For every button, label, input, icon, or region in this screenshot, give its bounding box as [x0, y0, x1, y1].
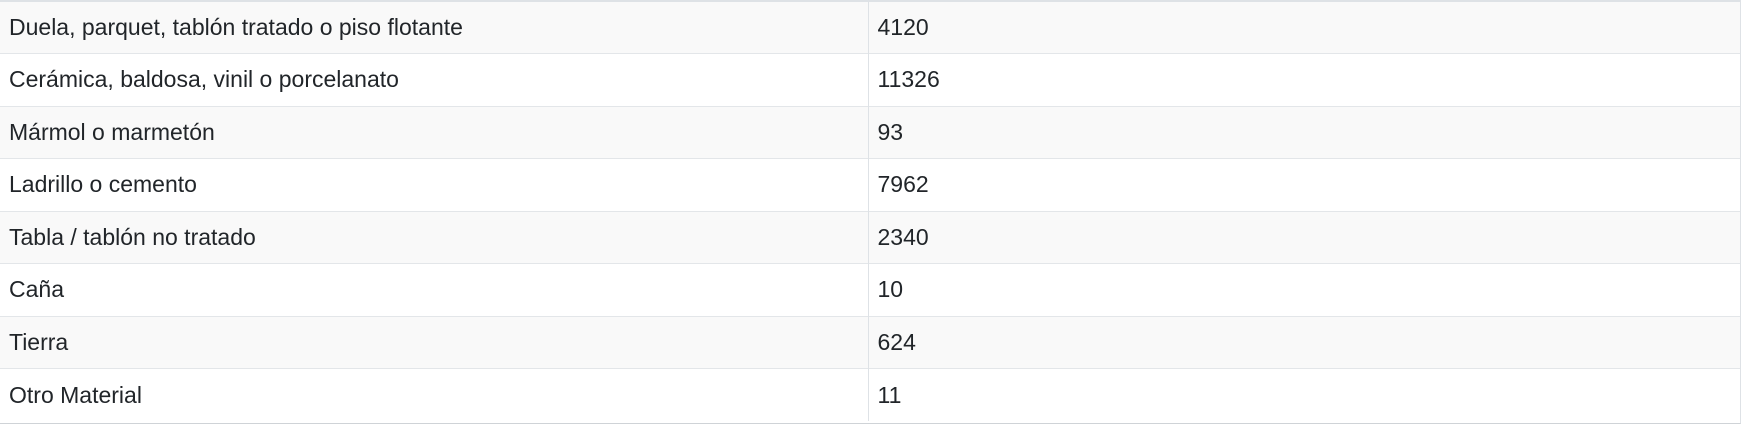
row-label: Mármol o marmetón: [0, 105, 869, 159]
page-background: [0, 424, 1742, 439]
row-label: Otro Material: [0, 368, 869, 421]
table-row: Tierra 624: [0, 315, 1740, 369]
table-row: Ladrillo o cemento 7962: [0, 158, 1740, 211]
row-label: Duela, parquet, tablón tratado o piso fl…: [0, 0, 869, 54]
row-value: 7962: [868, 158, 1740, 211]
row-label: Cerámica, baldosa, vinil o porcelanato: [0, 53, 869, 106]
table-row: Duela, parquet, tablón tratado o piso fl…: [0, 0, 1740, 54]
table-row: Otro Material 11: [0, 368, 1740, 421]
table-row: Cerámica, baldosa, vinil o porcelanato 1…: [0, 53, 1740, 106]
row-value: 11326: [868, 53, 1740, 106]
row-label: Tierra: [0, 315, 869, 369]
table-row: Tabla / tablón no tratado 2340: [0, 210, 1740, 264]
row-value: 10: [868, 263, 1740, 316]
row-value: 93: [868, 105, 1740, 159]
row-label: Caña: [0, 263, 869, 316]
row-label: Ladrillo o cemento: [0, 158, 869, 211]
row-value: 11: [868, 368, 1740, 421]
data-table-container: Duela, parquet, tablón tratado o piso fl…: [0, 0, 1741, 424]
row-label: Tabla / tablón no tratado: [0, 210, 869, 264]
row-value: 624: [868, 315, 1740, 369]
row-value: 4120: [868, 0, 1740, 54]
table-row: Caña 10: [0, 263, 1740, 316]
row-value: 2340: [868, 210, 1740, 264]
data-table: Duela, parquet, tablón tratado o piso fl…: [0, 0, 1740, 421]
table-row: Mármol o marmetón 93: [0, 105, 1740, 159]
